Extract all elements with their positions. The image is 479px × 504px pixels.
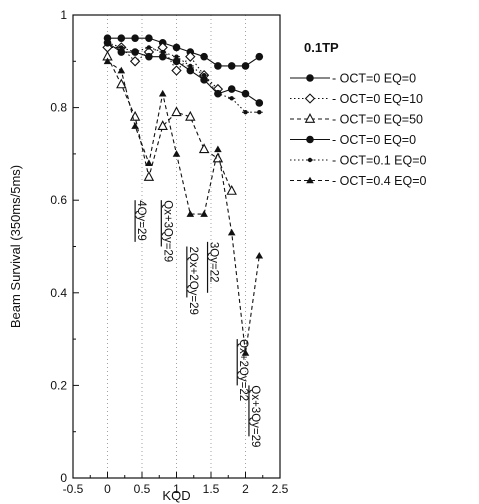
y-tick-label: 0.4	[50, 286, 67, 300]
resonance-label: Qx+2Qy=22	[237, 339, 249, 401]
x-tick-label: 1	[173, 482, 180, 496]
legend-entry-label: - OCT=0.1 EQ=0	[332, 154, 427, 168]
data-point	[304, 93, 316, 104]
series-line	[107, 56, 233, 192]
grid-lines	[107, 15, 246, 478]
data-point	[143, 171, 155, 181]
data-point	[227, 85, 236, 93]
legend: 0.1TP - OCT=0 EQ=0 - OCT=0 EQ=10 - OCT=0 E…	[290, 40, 427, 188]
data-point	[117, 48, 126, 56]
x-tick-label: -0.5	[63, 482, 84, 496]
resonance-label: Qx+3Qy=29	[161, 200, 173, 262]
data-point	[172, 43, 181, 52]
data-point	[131, 122, 139, 129]
series-5	[104, 40, 263, 115]
data-point	[103, 57, 112, 65]
resonance-label: 4Qy=29	[135, 200, 147, 241]
x-tick-label: 1.5	[203, 482, 220, 496]
data-point	[306, 176, 314, 184]
data-point	[255, 52, 264, 61]
data-point	[145, 159, 153, 166]
x-tick-label: 2	[242, 482, 249, 496]
data-point	[158, 89, 167, 97]
axes: -0.5 0 0.5 1 1.5 2 2.500.20.40.60.81	[50, 8, 288, 496]
data-point	[241, 62, 250, 70]
data-point	[214, 145, 222, 153]
data-point	[241, 89, 250, 98]
data-point	[306, 74, 314, 82]
legend-entry-label: - OCT=0 EQ=10	[332, 92, 423, 106]
data-point	[186, 210, 195, 217]
data-point	[200, 52, 208, 61]
data-point	[185, 110, 196, 121]
data-point	[117, 34, 126, 42]
resonance-label: 3Qy=22	[208, 242, 220, 283]
x-tick-label: 0.5	[134, 482, 151, 496]
data-point	[200, 210, 208, 217]
data-point	[171, 106, 182, 117]
legend-title: 0.1TP	[304, 40, 339, 55]
x-axis-title: KQD	[162, 488, 190, 503]
resonance-label: 2Qx+2Qy=29	[187, 247, 199, 315]
data-point	[129, 56, 141, 67]
data-point	[186, 66, 195, 75]
data-point	[198, 143, 210, 154]
legend-entry-label: - OCT=0 EQ=0	[332, 133, 416, 147]
data-point	[131, 34, 139, 42]
series-line	[107, 42, 260, 104]
data-point	[212, 152, 224, 163]
y-tick-label: 0.6	[50, 193, 67, 207]
y-tick-label: 0.8	[50, 101, 67, 115]
resonance-label: Qx+3Qy=29	[249, 385, 261, 447]
y-tick-label: 0.2	[50, 378, 67, 392]
data-series	[102, 34, 264, 356]
data-point	[116, 78, 127, 89]
data-point	[171, 65, 182, 76]
legend-entry-label: - OCT=0 EQ=0	[332, 72, 416, 86]
legend-entry-label: - OCT=0.4 EQ=0	[332, 174, 427, 188]
data-point	[241, 349, 250, 356]
data-point	[158, 52, 167, 61]
data-point	[117, 66, 126, 74]
legend-entry-label: - OCT=0 EQ=50	[332, 113, 423, 127]
data-point	[304, 113, 316, 123]
y-tick-label: 0	[60, 471, 67, 485]
series-3	[102, 50, 237, 195]
series-line	[107, 42, 260, 113]
data-point	[227, 62, 236, 70]
data-point	[185, 51, 196, 62]
data-point	[172, 150, 181, 157]
series-line	[107, 60, 260, 354]
y-tick-label: 1	[60, 8, 67, 22]
y-axis-title: Beam Survival (350ms/5ms)	[8, 165, 23, 328]
data-point	[172, 57, 181, 66]
data-point	[255, 251, 264, 259]
x-tick-label: 2.5	[272, 482, 289, 496]
data-point	[227, 228, 236, 236]
x-tick-label: 0	[104, 482, 111, 496]
data-point	[214, 62, 222, 70]
resonance-annotations: 4Qy=29 Qx+3Qy=29 2Qx+2Qy=29 3Qy=22 Qx+2Qy=22…	[134, 200, 261, 447]
data-point	[306, 135, 314, 144]
data-point	[226, 184, 237, 195]
data-point	[145, 34, 153, 42]
data-point	[157, 120, 168, 130]
series-6	[103, 57, 264, 356]
data-point	[145, 52, 153, 61]
data-point	[255, 99, 264, 107]
